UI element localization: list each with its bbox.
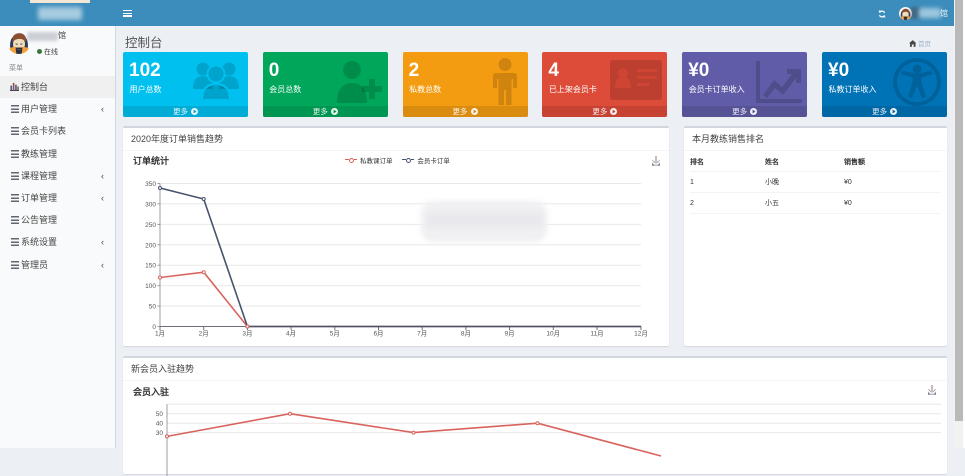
svg-text:2月: 2月 [199, 330, 209, 338]
svg-text:50: 50 [156, 411, 164, 418]
svg-text:9月: 9月 [505, 330, 515, 338]
svg-text:11月: 11月 [590, 330, 603, 338]
svg-text:5月: 5月 [330, 330, 340, 338]
svg-text:1月: 1月 [155, 330, 165, 338]
svg-text:3月: 3月 [242, 330, 252, 338]
svg-text:7月: 7月 [417, 330, 427, 338]
svg-text:12月: 12月 [634, 330, 648, 338]
svg-text:30: 30 [156, 430, 164, 437]
svg-text:100: 100 [145, 283, 156, 290]
svg-text:8月: 8月 [461, 330, 471, 338]
svg-text:6月: 6月 [373, 330, 383, 338]
svg-text:150: 150 [145, 263, 156, 270]
svg-text:40: 40 [156, 421, 164, 428]
svg-text:250: 250 [145, 222, 156, 229]
svg-text:0: 0 [152, 324, 156, 331]
svg-text:350: 350 [145, 181, 156, 188]
svg-text:300: 300 [145, 201, 156, 208]
svg-text:200: 200 [145, 242, 156, 249]
svg-text:4月: 4月 [286, 330, 296, 338]
svg-text:50: 50 [149, 304, 157, 311]
svg-text:10月: 10月 [546, 330, 560, 338]
